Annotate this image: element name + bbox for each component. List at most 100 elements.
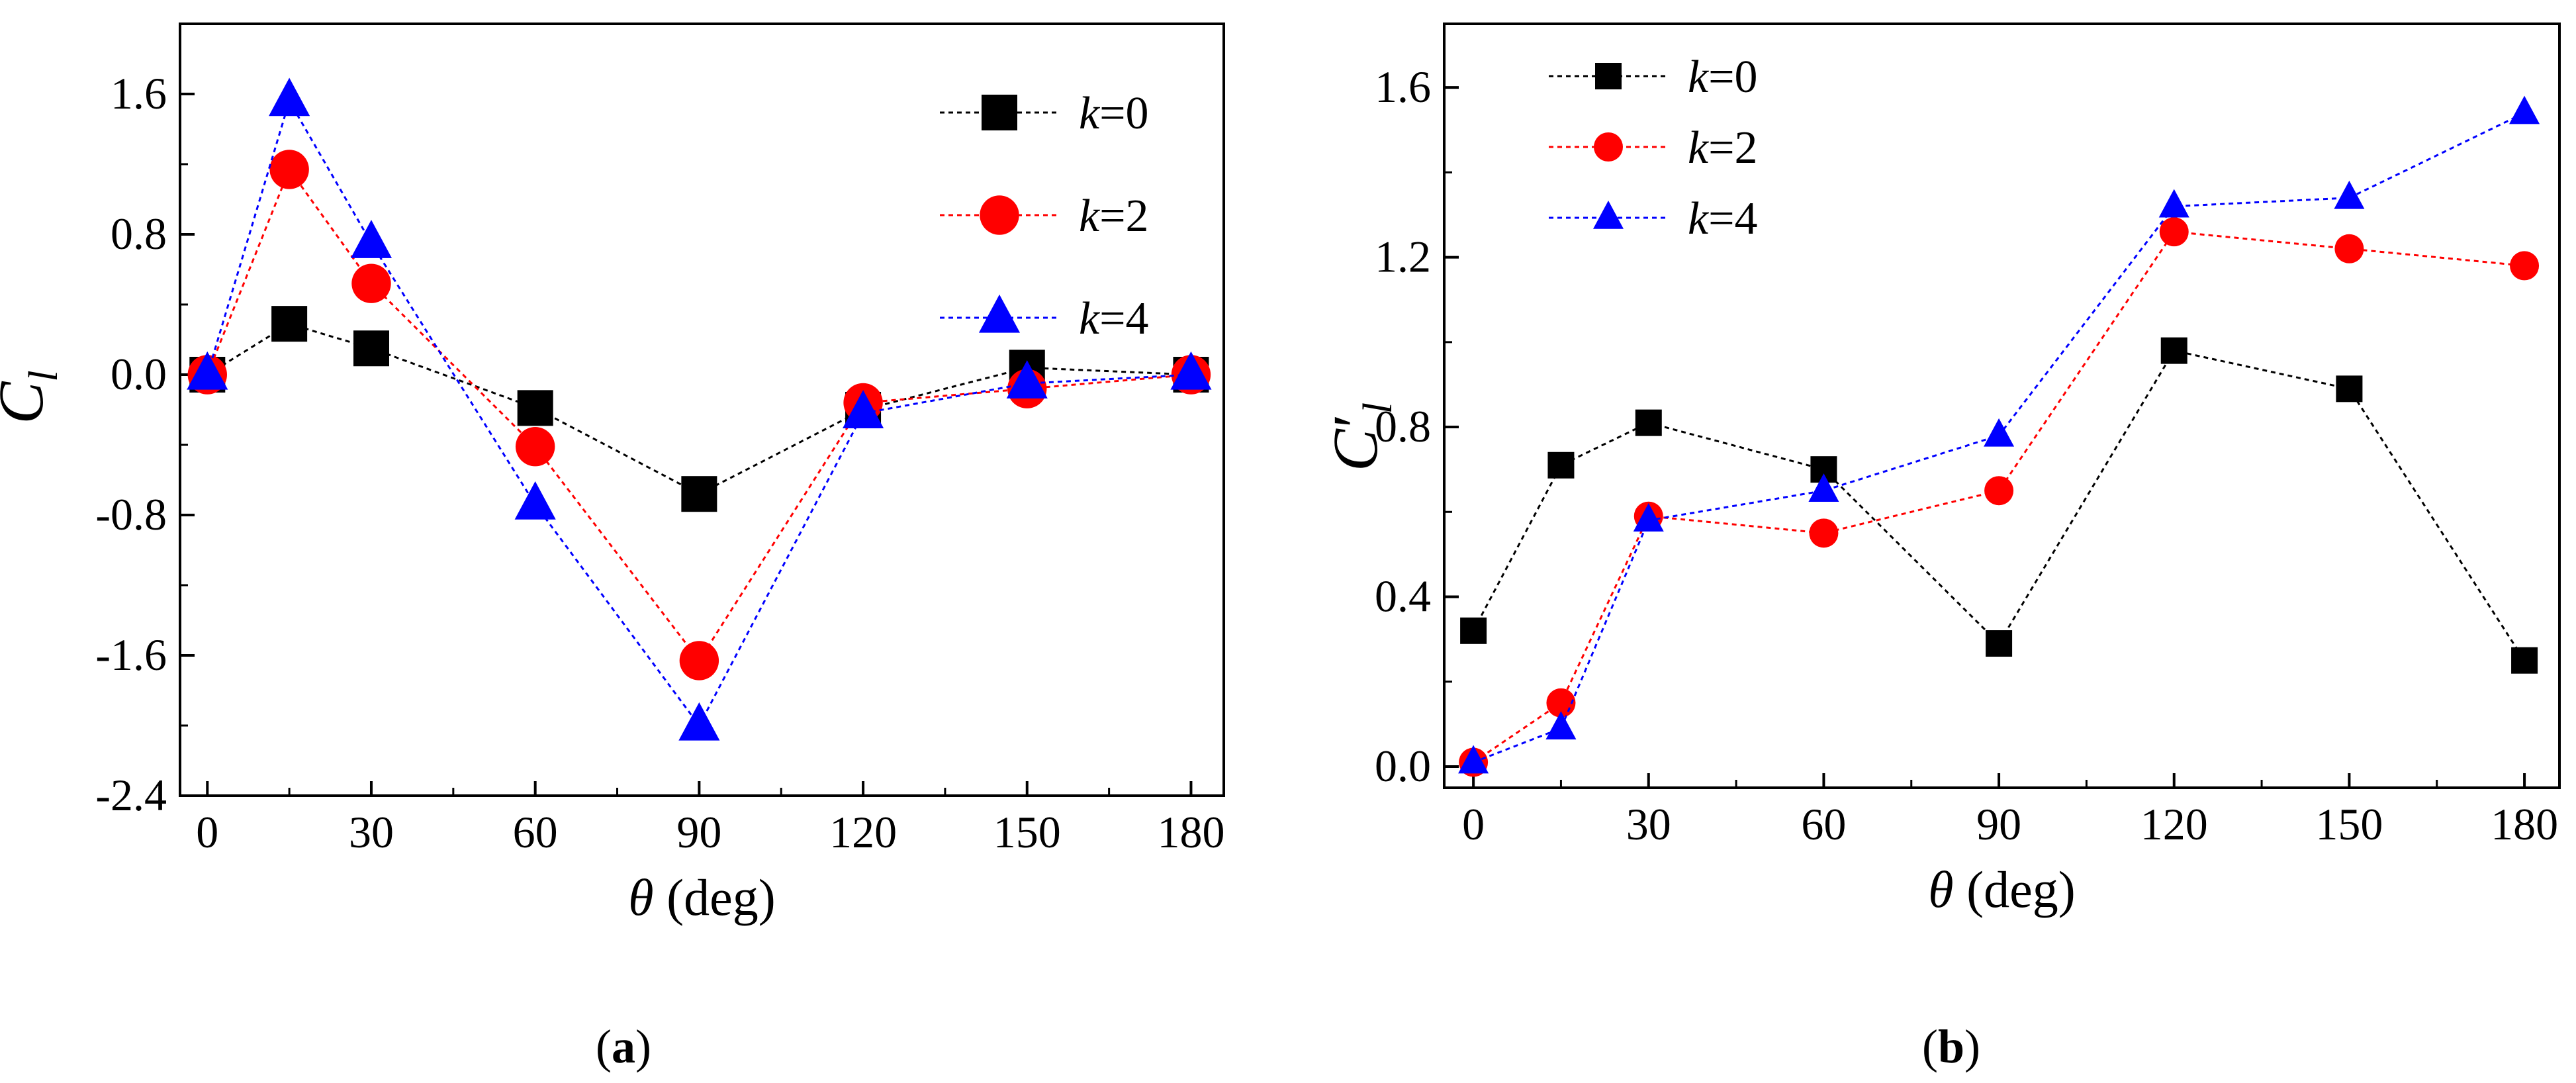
legend-label-name: k <box>1079 191 1101 242</box>
y-tick-label: 0.8 <box>111 209 167 259</box>
x-tick-label: 180 <box>2491 799 2558 849</box>
series-line <box>206 167 1191 663</box>
y-axis-title: C′l <box>1320 402 1401 471</box>
data-point <box>515 426 555 467</box>
legend-marker <box>980 195 1019 235</box>
series-1 <box>187 150 1211 681</box>
y-tick-label: 1.6 <box>1375 62 1431 112</box>
data-point <box>271 306 308 342</box>
legend-label: k=2 <box>1079 191 1149 242</box>
data-point <box>2158 189 2189 218</box>
x-tick-label: 90 <box>1976 799 2021 849</box>
data-point <box>2511 647 2538 674</box>
legend-label-value: =2 <box>1099 191 1148 242</box>
data-point <box>1170 351 1212 390</box>
y-tick-label: 0.0 <box>111 349 167 399</box>
legend-label-value: =4 <box>1099 293 1148 344</box>
x-axis-unit: (deg) <box>1954 861 2076 918</box>
panel-label-letter: a <box>612 1020 635 1073</box>
data-point <box>843 390 884 428</box>
series-0 <box>1460 337 2538 674</box>
x-tick-label: 0 <box>196 807 218 857</box>
series-line <box>206 98 1191 728</box>
data-point <box>269 77 310 117</box>
legend-label-name: k <box>1079 88 1101 139</box>
data-point <box>1460 617 1487 644</box>
legend-marker <box>978 294 1021 333</box>
series-line <box>207 322 1191 495</box>
data-point <box>514 481 556 520</box>
y-axis-label: C′l <box>1320 402 1401 471</box>
legend-label: k=0 <box>1079 88 1149 139</box>
x-tick-label: 120 <box>2140 799 2208 849</box>
y-tick-label: 0.8 <box>1375 401 1431 451</box>
data-point <box>1635 409 1662 436</box>
x-axis-unit: (deg) <box>654 869 776 926</box>
x-axis-title: θ (deg) <box>1928 861 2075 918</box>
series-1 <box>1459 217 2540 777</box>
series-line <box>1473 112 2525 763</box>
x-tick-label: 60 <box>1801 799 1846 849</box>
y-tick-label: 0.0 <box>1375 741 1431 791</box>
legend-label-name: k <box>1688 122 1710 173</box>
legend-marker <box>1595 63 1622 89</box>
data-point <box>351 263 391 303</box>
x-tick-label: 30 <box>349 807 394 857</box>
data-point <box>2509 95 2540 124</box>
y-tick-label: 1.2 <box>1375 232 1431 282</box>
y-axis-subscript: l <box>21 370 66 381</box>
legend-label-value: =0 <box>1708 52 1757 103</box>
data-point <box>2336 375 2363 402</box>
chart-panel-b: 0 30 60 90 120 150 180 0.0 0.4 0.8 1.2 1.6 θ (deg) C′… <box>1320 23 2561 1073</box>
legend-marker <box>1593 200 1624 229</box>
y-axis-label: Cl <box>0 370 66 424</box>
data-point <box>350 220 392 258</box>
data-point <box>517 390 553 426</box>
data-point <box>679 641 719 681</box>
data-point <box>1547 451 1575 479</box>
y-tick-label: -1.6 <box>95 630 167 680</box>
data-point <box>681 476 717 512</box>
panel-label-open: ( <box>596 1020 612 1073</box>
data-point <box>187 351 228 390</box>
panel-label-close: ) <box>635 1020 651 1073</box>
legend-label-value: =2 <box>1708 122 1757 173</box>
data-point <box>2160 337 2187 364</box>
x-tick-label: 90 <box>676 807 721 857</box>
legend-label-name: k <box>1688 193 1710 244</box>
plot-frame <box>179 23 1225 797</box>
x-axis-symbol: θ <box>628 869 653 926</box>
legend-label: k=4 <box>1079 293 1149 344</box>
y-axis-symbol: C <box>0 381 56 424</box>
legend-label: k=2 <box>1688 122 1758 173</box>
panel-label-open: ( <box>1922 1020 1938 1073</box>
legend-marker <box>982 95 1017 130</box>
panel-label-close: ) <box>1964 1020 1980 1073</box>
data-point <box>1984 418 2015 447</box>
legend-label: k=0 <box>1688 52 1758 103</box>
x-tick-label: 150 <box>993 807 1061 857</box>
plot-frame <box>1443 23 2561 789</box>
y-axis-title: Cl <box>0 370 66 424</box>
data-point <box>1808 473 1839 502</box>
data-point <box>269 150 309 189</box>
y-tick-label: 1.6 <box>111 68 167 118</box>
x-tick-label: 120 <box>829 807 897 857</box>
x-tick-label: 150 <box>2315 799 2383 849</box>
data-point <box>1986 630 2013 657</box>
y-axis-subscript: l <box>1356 402 1401 414</box>
legend-label-name: k <box>1079 293 1101 344</box>
data-point <box>1984 476 2014 506</box>
series-2 <box>187 77 1212 741</box>
data-point <box>678 702 720 741</box>
panel-label: (a) <box>596 1020 651 1073</box>
y-tick-label: -2.4 <box>95 770 167 820</box>
series-0 <box>189 306 1209 512</box>
data-point <box>1809 518 1839 548</box>
data-point <box>1545 711 1577 740</box>
x-axis-title: θ (deg) <box>628 869 775 926</box>
series-line <box>1473 230 2525 763</box>
y-axis-prime: ′ <box>1320 414 1391 428</box>
legend-label-value: =4 <box>1708 193 1757 244</box>
